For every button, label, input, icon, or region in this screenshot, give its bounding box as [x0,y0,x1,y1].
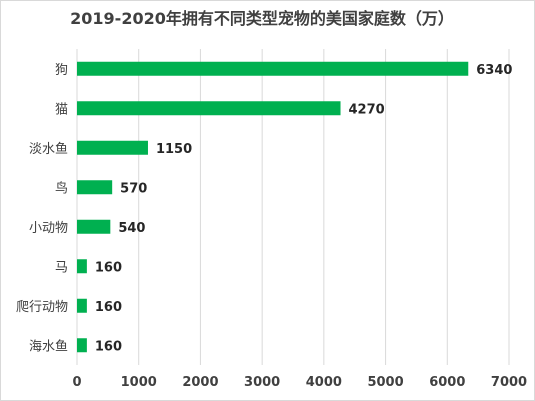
bars [77,61,469,353]
x-tick-label: 6000 [429,375,465,390]
bar [77,61,469,76]
data-label: 160 [95,260,122,275]
data-label: 4270 [349,102,385,117]
bar [77,338,87,353]
data-label: 6340 [476,63,512,78]
data-labels: 6340 4270 1150 570 540 160 160 160 [95,63,513,355]
category-label: 马 [55,260,68,275]
category-label: 爬行动物 [16,300,68,315]
category-label: 猫 [55,102,68,117]
data-label: 540 [118,221,145,236]
chart-title: 2019-2020年拥有不同类型宠物的美国家庭数（万） [70,9,454,28]
x-tick-label: 4000 [306,375,342,390]
grid-lines [76,49,510,365]
data-label: 160 [95,300,122,315]
x-tick-label: 5000 [367,375,403,390]
bar [77,140,148,155]
x-tick-label: 0 [72,375,81,390]
x-tick-label: 3000 [244,375,280,390]
bar [77,298,87,313]
data-label: 1150 [156,142,192,157]
x-tick-label: 1000 [121,375,157,390]
x-tick-label: 2000 [182,375,218,390]
category-label: 淡水鱼 [29,141,68,157]
bar [77,259,87,274]
bar [77,180,113,195]
category-label: 狗 [55,63,68,78]
x-tick-label: 7000 [491,375,527,390]
category-label: 鸟 [55,180,68,196]
data-label: 160 [95,339,122,354]
x-axis-ticks: 0 1000 2000 3000 4000 5000 6000 7000 [72,375,527,390]
bar [77,219,111,234]
category-label: 小动物 [29,221,68,236]
bar [77,101,341,116]
category-label: 海水鱼 [29,338,68,354]
data-label: 570 [120,181,147,196]
